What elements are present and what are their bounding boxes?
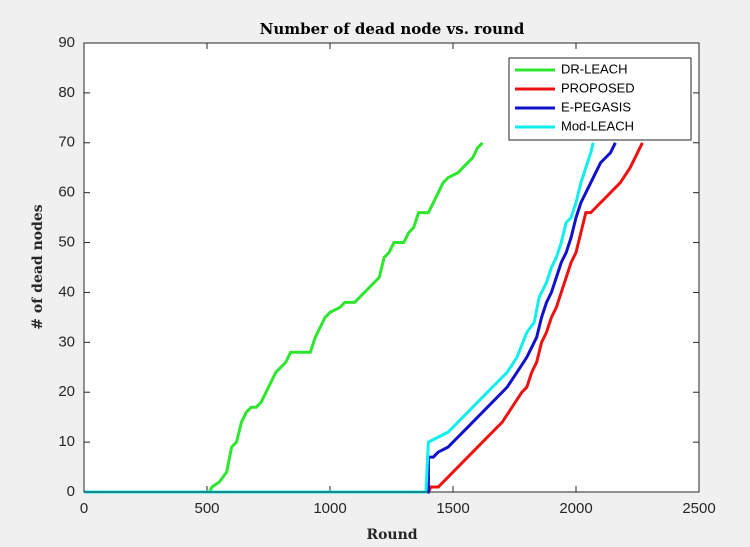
y-tick-label: 10 — [58, 433, 75, 450]
y-tick-label: 50 — [58, 234, 75, 251]
x-tick-label: 1500 — [436, 500, 469, 517]
x-tick-label: 0 — [80, 500, 88, 517]
series-line — [84, 142, 644, 494]
y-tick-label: 60 — [58, 184, 75, 201]
legend-label: E-PEGASIS — [561, 99, 631, 114]
legend-label: DR-LEACH — [561, 61, 627, 76]
y-tick-label: 40 — [58, 283, 75, 300]
x-tick-label: 500 — [194, 500, 219, 517]
x-axis-label: Round — [366, 527, 417, 543]
y-axis-label: # of dead nodes — [30, 204, 46, 329]
y-tick-label: 30 — [58, 333, 75, 350]
y-tick-label: 90 — [58, 34, 75, 51]
series-line — [84, 141, 484, 494]
y-tick-label: 0 — [67, 483, 75, 500]
y-tick-label: 80 — [58, 84, 75, 101]
y-tick-label: 70 — [58, 134, 75, 151]
x-tick-label: 2000 — [559, 500, 592, 517]
axes-box — [83, 42, 700, 493]
chart-title: Number of dead node vs. round — [260, 20, 525, 38]
y-tick-label: 20 — [58, 383, 75, 400]
x-tick-label: 1000 — [313, 500, 346, 517]
x-tick-label: 2500 — [682, 500, 715, 517]
series-line — [84, 142, 617, 494]
series-line — [84, 142, 595, 494]
legend-label: PROPOSED — [561, 80, 635, 95]
legend-label: Mod-LEACH — [561, 118, 634, 133]
